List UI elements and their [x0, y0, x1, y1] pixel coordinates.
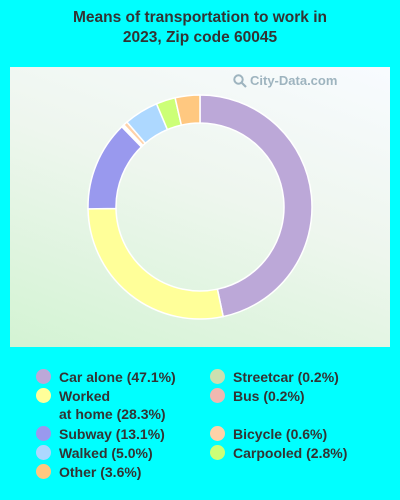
donut-slice-worked-at-home: [87, 207, 225, 320]
donut-slice-car-alone: [199, 94, 313, 318]
magnifier-icon: [233, 73, 247, 88]
chart-title-line-2: 2023, Zip code 60045: [122, 29, 278, 46]
chart-title-line-1: Means of transportation to work in: [72, 9, 328, 26]
watermark: City-Data.com: [233, 73, 337, 88]
chart-title: Means of transportation to work in 2023,…: [0, 8, 400, 48]
donut-slice-other: [174, 94, 201, 126]
watermark-text: City-Data.com: [250, 73, 338, 88]
